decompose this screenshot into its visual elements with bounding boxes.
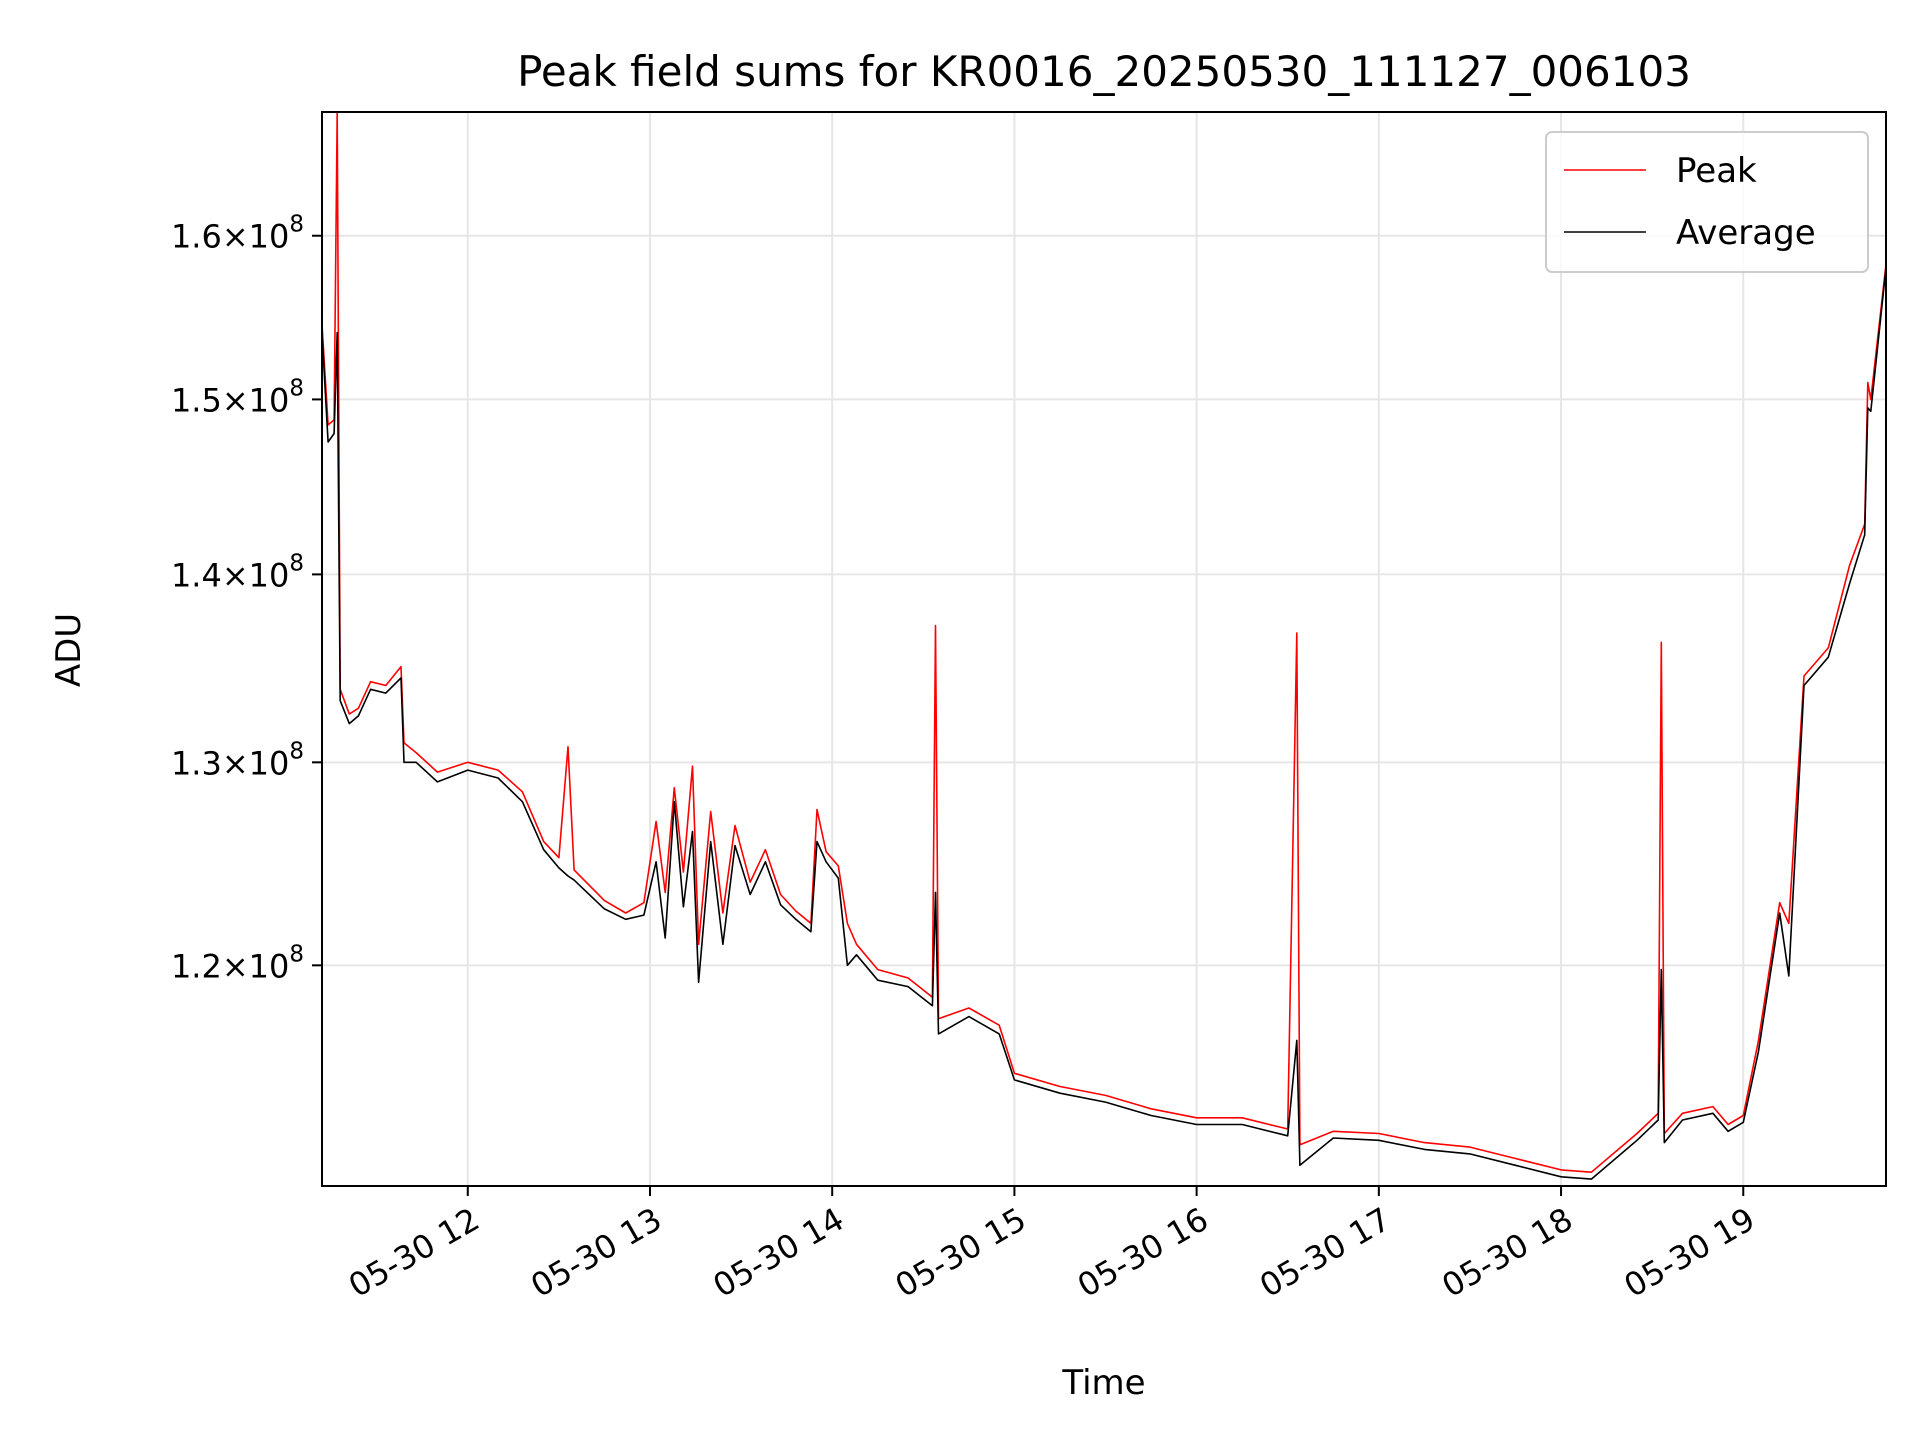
chart-title: Peak field sums for KR0016_20250530_1111… <box>517 47 1691 96</box>
series-line-average <box>322 267 1886 1180</box>
y-tick-label: 1.6×108 <box>171 212 304 256</box>
legend-label-average: Average <box>1676 213 1816 253</box>
series-line-peak <box>322 112 1886 1173</box>
y-axis-label: ADU <box>49 613 89 687</box>
series-layer <box>322 112 1886 1180</box>
y-tick-label: 1.2×108 <box>171 941 304 985</box>
y-tick-label: 1.5×108 <box>171 375 304 419</box>
y-tick-label: 1.3×108 <box>171 738 304 782</box>
legend-box <box>1545 131 1869 273</box>
legend: Peak Average <box>1545 131 1869 273</box>
y-tick-label: 1.4×108 <box>171 550 304 594</box>
x-axis-label: Time <box>1061 1363 1145 1403</box>
legend-label-peak: Peak <box>1676 151 1757 191</box>
plot-frame <box>321 111 1887 1187</box>
grid <box>322 112 1886 1186</box>
